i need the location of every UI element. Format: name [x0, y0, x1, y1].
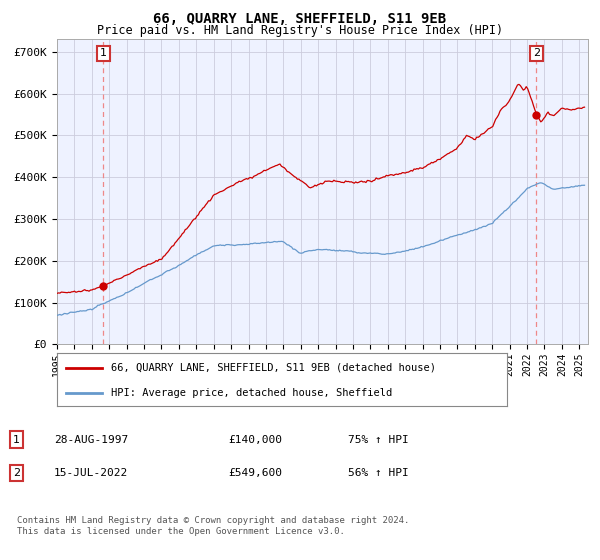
Text: £140,000: £140,000	[228, 435, 282, 445]
Text: Price paid vs. HM Land Registry's House Price Index (HPI): Price paid vs. HM Land Registry's House …	[97, 24, 503, 37]
Text: £549,600: £549,600	[228, 468, 282, 478]
Text: 2: 2	[533, 48, 540, 58]
Text: 1: 1	[13, 435, 20, 445]
Text: 2: 2	[13, 468, 20, 478]
Text: 66, QUARRY LANE, SHEFFIELD, S11 9EB: 66, QUARRY LANE, SHEFFIELD, S11 9EB	[154, 12, 446, 26]
Text: 15-JUL-2022: 15-JUL-2022	[54, 468, 128, 478]
Text: 66, QUARRY LANE, SHEFFIELD, S11 9EB (detached house): 66, QUARRY LANE, SHEFFIELD, S11 9EB (det…	[111, 363, 436, 373]
Text: 1: 1	[100, 48, 107, 58]
Text: Contains HM Land Registry data © Crown copyright and database right 2024.
This d: Contains HM Land Registry data © Crown c…	[17, 516, 409, 536]
Text: HPI: Average price, detached house, Sheffield: HPI: Average price, detached house, Shef…	[111, 388, 392, 398]
Text: 28-AUG-1997: 28-AUG-1997	[54, 435, 128, 445]
Text: 75% ↑ HPI: 75% ↑ HPI	[348, 435, 409, 445]
Text: 56% ↑ HPI: 56% ↑ HPI	[348, 468, 409, 478]
